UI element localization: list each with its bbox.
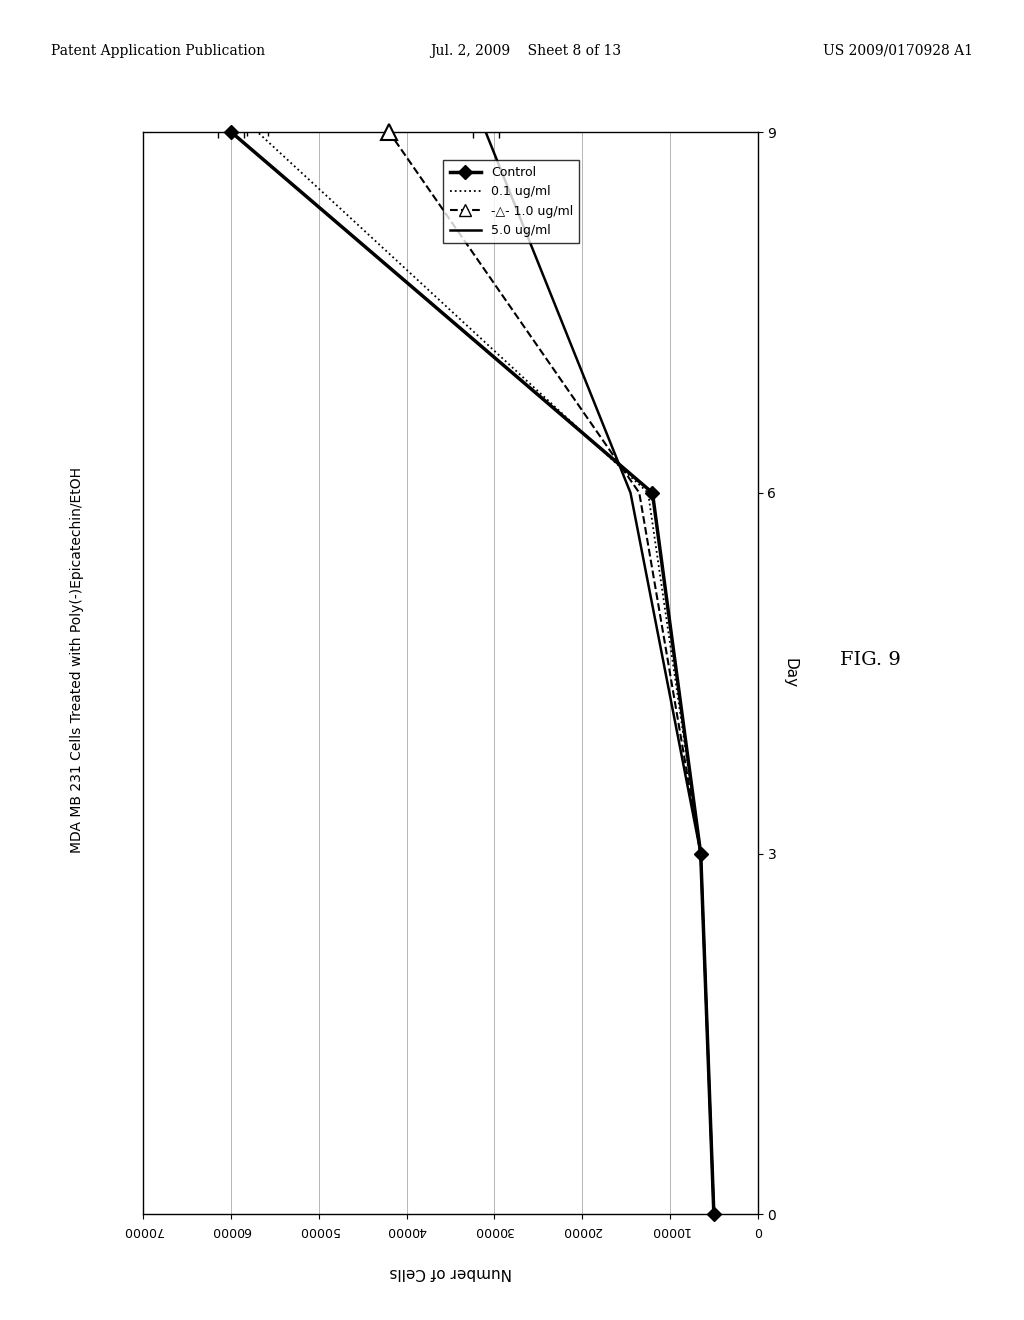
Text: Patent Application Publication: Patent Application Publication	[51, 44, 265, 58]
Y-axis label: Day: Day	[782, 659, 798, 688]
Legend: Control, 0.1 ug/ml, -△- 1.0 ug/ml, 5.0 ug/ml: Control, 0.1 ug/ml, -△- 1.0 ug/ml, 5.0 u…	[443, 160, 580, 243]
Text: FIG. 9: FIG. 9	[840, 651, 901, 669]
Text: Jul. 2, 2009    Sheet 8 of 13: Jul. 2, 2009 Sheet 8 of 13	[430, 44, 622, 58]
Text: MDA MB 231 Cells Treated with Poly(-)Epicatechin/EtOH: MDA MB 231 Cells Treated with Poly(-)Epi…	[70, 467, 84, 853]
X-axis label: Number of Cells: Number of Cells	[389, 1265, 512, 1280]
Text: US 2009/0170928 A1: US 2009/0170928 A1	[823, 44, 973, 58]
